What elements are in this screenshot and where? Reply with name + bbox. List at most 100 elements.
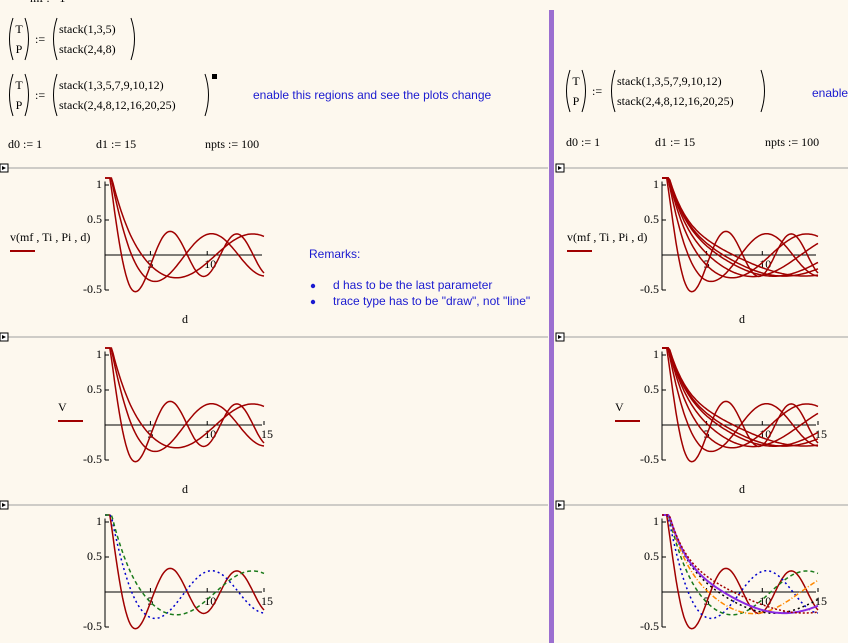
matrix-entry: P xyxy=(16,42,23,56)
y-tick-label: 0.5 xyxy=(87,212,102,226)
paren-right xyxy=(581,69,586,113)
matrix-entry: T xyxy=(15,78,23,92)
trace xyxy=(662,177,819,283)
paren-left xyxy=(9,73,14,117)
trace xyxy=(105,347,265,449)
trace xyxy=(105,347,265,463)
trace xyxy=(662,514,819,620)
y-tick-label: -0.5 xyxy=(640,452,659,466)
trace xyxy=(662,347,819,449)
assign: := xyxy=(592,84,602,98)
assign: := xyxy=(35,88,45,102)
y-tick-label: 0.5 xyxy=(87,549,102,563)
trace xyxy=(662,347,819,447)
page-divider xyxy=(549,10,554,643)
y-tick-label: -0.5 xyxy=(83,619,102,633)
x-axis-label: d xyxy=(739,312,745,326)
paren-left xyxy=(9,17,14,61)
trace xyxy=(662,514,819,615)
x-axis-label: d xyxy=(739,482,745,496)
paren-right xyxy=(24,17,29,61)
y-tick-label: 0.5 xyxy=(644,382,659,396)
trace xyxy=(105,177,265,279)
trace xyxy=(662,514,819,614)
parameter: d0 := 1 xyxy=(8,137,42,151)
y-axis-label: V xyxy=(58,400,67,414)
y-tick-label: 1 xyxy=(653,347,659,361)
assign: := xyxy=(35,32,45,46)
trace xyxy=(662,177,819,278)
x-tick-label: 15 xyxy=(815,594,827,608)
trace xyxy=(662,514,819,630)
x-tick-label: 15 xyxy=(261,594,273,608)
trace xyxy=(662,177,819,277)
parameter: d0 := 1 xyxy=(566,135,600,149)
trace xyxy=(662,347,819,453)
y-tick-label: 1 xyxy=(653,514,659,528)
trace xyxy=(105,347,265,453)
trace xyxy=(662,514,819,616)
y-tick-label: 1 xyxy=(96,177,102,191)
paren-right xyxy=(24,73,29,117)
trace xyxy=(105,177,265,293)
stack-expr: stack(2,4,8) xyxy=(59,42,116,56)
stack-expr: stack(1,3,5,7,9,10,12) xyxy=(59,78,164,92)
paren-right xyxy=(760,69,765,113)
stack-expr: stack(1,3,5,7,9,10,12) xyxy=(617,74,722,88)
cursor-marker xyxy=(212,74,217,79)
region-toggle-arrow xyxy=(558,503,562,507)
stack-expr: stack(2,4,8,12,16,20,25) xyxy=(59,98,176,112)
y-axis-label: v(mf , Ti , Pi , d) xyxy=(567,230,647,244)
remarks-title: Remarks: xyxy=(309,247,360,261)
matrix-entry: T xyxy=(572,74,580,88)
remark-item: d has to be the last parameter xyxy=(333,278,492,292)
trace xyxy=(105,514,265,616)
parameter: npts := 100 xyxy=(205,137,259,151)
matrix-entry: T xyxy=(15,22,23,36)
y-axis-label: V xyxy=(615,400,624,414)
region-toggle-arrow xyxy=(558,335,562,339)
y-tick-label: -0.5 xyxy=(640,282,659,296)
note: enable xyxy=(812,86,848,100)
y-tick-label: 1 xyxy=(96,347,102,361)
region-toggle-arrow xyxy=(558,166,562,170)
y-tick-label: 1 xyxy=(96,514,102,528)
stack-expr: stack(2,4,8,12,16,20,25) xyxy=(617,94,734,108)
note: enable this regions and see the plots ch… xyxy=(253,88,491,102)
parameter: d1 := 15 xyxy=(96,137,136,151)
trace xyxy=(105,514,265,630)
paren-left xyxy=(53,17,58,61)
trace xyxy=(662,177,819,277)
top-fragment: mf := 1 xyxy=(30,0,65,5)
trace xyxy=(105,177,265,283)
paren-left xyxy=(566,69,571,113)
matrix-entry: P xyxy=(16,98,23,112)
x-axis-label: d xyxy=(182,312,188,326)
paren-right xyxy=(204,73,209,117)
y-tick-label: -0.5 xyxy=(83,452,102,466)
trace xyxy=(662,347,819,447)
y-tick-label: 0.5 xyxy=(644,212,659,226)
parameter: d1 := 15 xyxy=(655,135,695,149)
bullet xyxy=(310,299,316,305)
remark-item: trace type has to be "draw", not "line" xyxy=(333,294,530,308)
matrix-entry: P xyxy=(573,94,580,108)
paren-left xyxy=(53,73,58,117)
region-toggle-arrow xyxy=(2,335,6,339)
region-toggle-arrow xyxy=(2,166,6,170)
y-tick-label: -0.5 xyxy=(83,282,102,296)
bullet xyxy=(310,283,316,289)
y-tick-label: 1 xyxy=(653,177,659,191)
y-tick-label: 0.5 xyxy=(87,382,102,396)
trace xyxy=(662,347,819,448)
trace xyxy=(662,347,819,463)
trace xyxy=(105,514,265,620)
x-tick-label: 10 xyxy=(204,594,216,608)
trace xyxy=(662,347,819,447)
trace xyxy=(662,514,819,615)
parameter: npts := 100 xyxy=(765,135,819,149)
paren-left xyxy=(611,69,616,113)
x-axis-label: d xyxy=(182,482,188,496)
paren-right xyxy=(130,17,135,61)
